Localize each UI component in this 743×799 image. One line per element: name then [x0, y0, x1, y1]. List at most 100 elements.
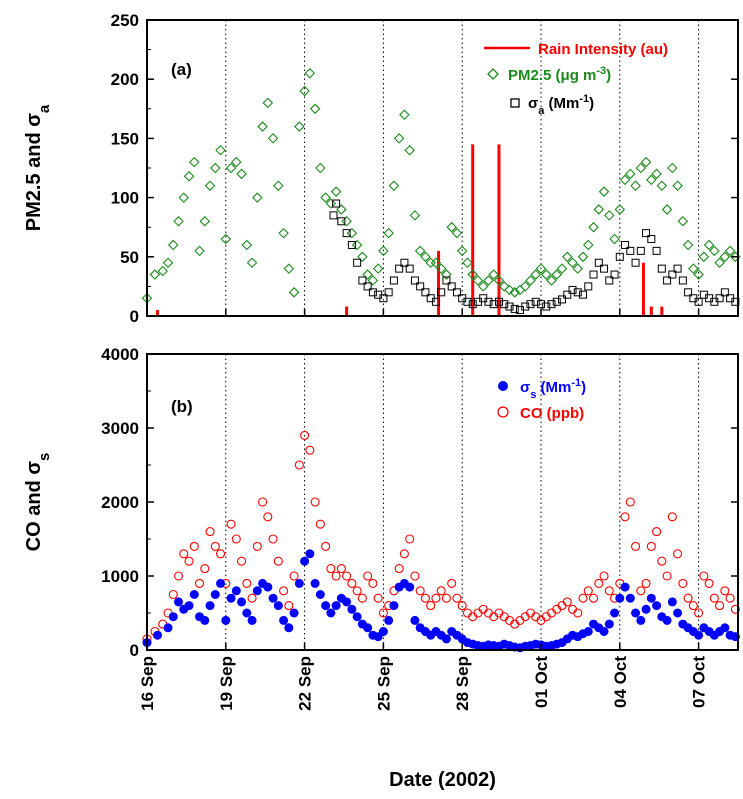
- pm25-point: [540, 269, 552, 280]
- pm25-point: [561, 251, 573, 263]
- co-point: [578, 593, 588, 603]
- panel-b-gridlines: [225, 354, 700, 650]
- pm25-point: [625, 168, 636, 180]
- sigma-s-point: [174, 597, 184, 607]
- co-point: [326, 564, 336, 574]
- pm25-point: [546, 275, 557, 286]
- co-point: [268, 534, 278, 544]
- y-tick-label: 200: [111, 70, 139, 89]
- pm25-point: [630, 180, 641, 192]
- y-tick-label: 250: [111, 11, 139, 30]
- co-point: [321, 541, 331, 551]
- pm25-point: [262, 97, 274, 109]
- pm25-point: [241, 239, 253, 251]
- sigma-s-point: [163, 623, 173, 633]
- pm25-point: [414, 245, 426, 257]
- sigma-s-point: [263, 582, 273, 592]
- co-point: [704, 578, 714, 588]
- co-point: [247, 593, 257, 603]
- x-tick-label: 25 Sep: [374, 656, 393, 711]
- sigma-a-point: [663, 276, 672, 285]
- co-point: [562, 597, 572, 607]
- x-tick-label: 28 Sep: [453, 656, 472, 711]
- co-point: [662, 571, 672, 581]
- co-point: [300, 430, 310, 440]
- sigma-s-point: [410, 615, 420, 625]
- sigma-s-point: [583, 627, 593, 636]
- panel-b-legend: σs (Mm-1) CO (ppb): [497, 377, 586, 422]
- pm25-point: [525, 275, 536, 286]
- x-axis: 16 Sep 19 Sep 22 Sep 25 Sep 28 Sep 01 Oct 04 O…: [138, 309, 709, 711]
- co-point: [657, 556, 667, 566]
- sigma-s-point: [610, 608, 620, 618]
- pm25-point: [456, 245, 468, 257]
- panel-a-y-axis: 0 50 100 150 200 250: [111, 11, 738, 326]
- pm25-point: [278, 227, 289, 239]
- pm25-point: [162, 257, 174, 268]
- co-point: [200, 564, 210, 574]
- co-point: [673, 549, 683, 559]
- sigma-a-point: [631, 258, 640, 267]
- sigma-a-point: [389, 276, 398, 285]
- sigma-a-point: [395, 264, 404, 273]
- x-tick-label: 01 Oct: [532, 656, 551, 708]
- sigma-s-point: [441, 634, 451, 644]
- co-point: [210, 541, 220, 551]
- co-point: [452, 593, 462, 603]
- panel-b-tag: (b): [171, 397, 193, 416]
- co-point: [410, 571, 420, 581]
- panel-a-y-axis-title: PM2.5 and σa: [23, 104, 53, 231]
- sigma-s-point: [321, 601, 331, 611]
- co-point: [368, 578, 378, 588]
- co-point: [730, 604, 740, 614]
- y-tick-label: 1000: [101, 567, 139, 586]
- sigma-s-point: [636, 615, 646, 625]
- x-tick-label: 07 Oct: [690, 656, 709, 708]
- sigma-a-point: [563, 290, 572, 299]
- legend-pm25-label: PM2.5 (μg m-3): [508, 65, 611, 84]
- co-point: [305, 445, 315, 455]
- pm25-point: [593, 204, 605, 215]
- pm25-point: [304, 68, 316, 79]
- pm25-point: [199, 216, 211, 227]
- sigma-s-point: [247, 615, 257, 625]
- pm25-point: [399, 109, 410, 120]
- pm25-point: [378, 245, 389, 257]
- sigma-a-point: [694, 297, 703, 306]
- x-axis-title: Date (2002): [389, 769, 496, 791]
- sigma-a-point: [416, 282, 425, 291]
- sigma-a-point: [558, 295, 567, 304]
- sigma-a-point: [652, 246, 661, 255]
- sigma-s-point: [652, 601, 662, 611]
- panel-b-y-axis-title: CO and σs: [23, 453, 53, 552]
- pm25-point: [498, 281, 510, 292]
- pm25-point: [472, 275, 484, 286]
- co-point: [373, 593, 383, 603]
- pm25-point: [609, 233, 620, 245]
- pm25-point: [556, 263, 568, 274]
- sigma-a-point: [400, 258, 409, 267]
- pm25-point: [698, 251, 710, 263]
- sigma-a-point: [484, 297, 493, 306]
- panel-b-frame: [146, 353, 739, 651]
- sigma-s-point: [625, 593, 635, 603]
- pm25-point: [446, 221, 457, 233]
- sigma-a-point: [600, 264, 609, 273]
- pm25-point: [598, 186, 610, 197]
- co-point: [447, 578, 457, 588]
- sigma-a-point: [589, 270, 598, 279]
- sigma-s-point: [294, 578, 304, 588]
- sigma-s-point: [384, 615, 394, 625]
- sigma-s-point: [221, 615, 231, 625]
- co-point: [599, 571, 609, 581]
- sigma-s-series: [142, 549, 740, 653]
- pm25-point: [677, 216, 689, 227]
- sigma-s-point: [347, 604, 357, 614]
- sigma-a-point: [379, 294, 388, 303]
- sigma-s-point: [284, 623, 294, 633]
- sigma-s-point: [273, 601, 283, 611]
- co-point: [284, 601, 294, 611]
- sigma-a-point: [678, 276, 687, 285]
- sigma-s-point: [599, 627, 609, 636]
- co-point: [289, 571, 299, 581]
